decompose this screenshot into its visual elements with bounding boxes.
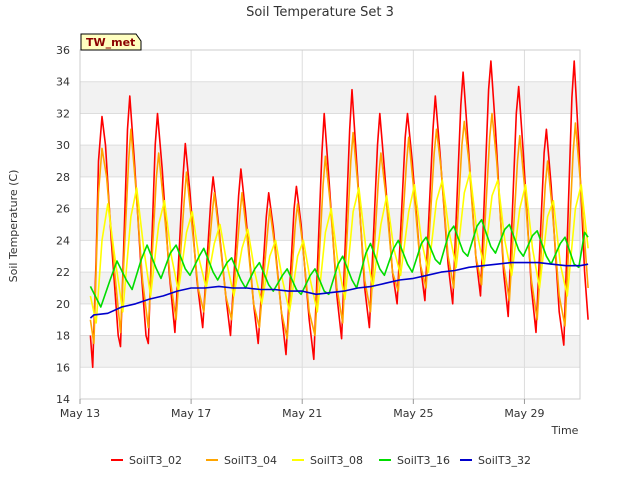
y-tick-label: 28 (56, 171, 70, 184)
chart-title: Soil Temperature Set 3 (246, 5, 394, 20)
legend-label: SoilT3_04 (224, 454, 277, 467)
x-axis-ticks: May 13 May 17 May 21 May 25 May 29 (60, 399, 545, 420)
station-badge-text: TW_met (86, 36, 135, 49)
series-line-soilt3-16 (89, 218, 589, 308)
series-line-soilt3-02 (89, 60, 589, 369)
y-axis-label: Soil Temperature (C) (7, 170, 20, 283)
y-tick-label: 34 (56, 76, 70, 89)
y-tick-label: 32 (56, 107, 70, 120)
y-tick-label: 24 (56, 234, 70, 247)
plot-band (80, 81, 580, 114)
x-axis-label: Time (551, 424, 579, 437)
series-line-soilt3-32 (89, 261, 589, 319)
y-tick-label: 36 (56, 44, 70, 57)
y-tick-label: 14 (56, 393, 70, 406)
station-badge-box (80, 33, 142, 51)
x-tick-label: May 29 (504, 407, 544, 420)
y-tick-label: 26 (56, 203, 70, 216)
legend: SoilT3_02 SoilT3_04 SoilT3_08 SoilT3_16 Soil… (111, 454, 531, 467)
series-layer (89, 60, 589, 369)
x-tick-label: May 21 (282, 407, 322, 420)
y-axis-ticks: 14 16 18 20 22 24 26 28 30 32 34 36 (56, 44, 70, 406)
legend-label: SoilT3_32 (478, 454, 531, 467)
plot-band (80, 335, 580, 368)
x-tick-label: May 17 (171, 407, 211, 420)
x-tick-label: May 13 (60, 407, 100, 420)
y-tick-label: 22 (56, 266, 70, 279)
plot-frame (79, 49, 581, 400)
y-tick-label: 16 (56, 361, 70, 374)
legend-label: SoilT3_02 (129, 454, 182, 467)
legend-label: SoilT3_16 (397, 454, 450, 467)
y-tick-label: 30 (56, 139, 70, 152)
x-tick-label: May 25 (393, 407, 433, 420)
y-tick-label: 20 (56, 298, 70, 311)
y-tick-label: 18 (56, 330, 70, 343)
legend-label: SoilT3_08 (310, 454, 363, 467)
station-badge: TW_met (80, 33, 142, 51)
